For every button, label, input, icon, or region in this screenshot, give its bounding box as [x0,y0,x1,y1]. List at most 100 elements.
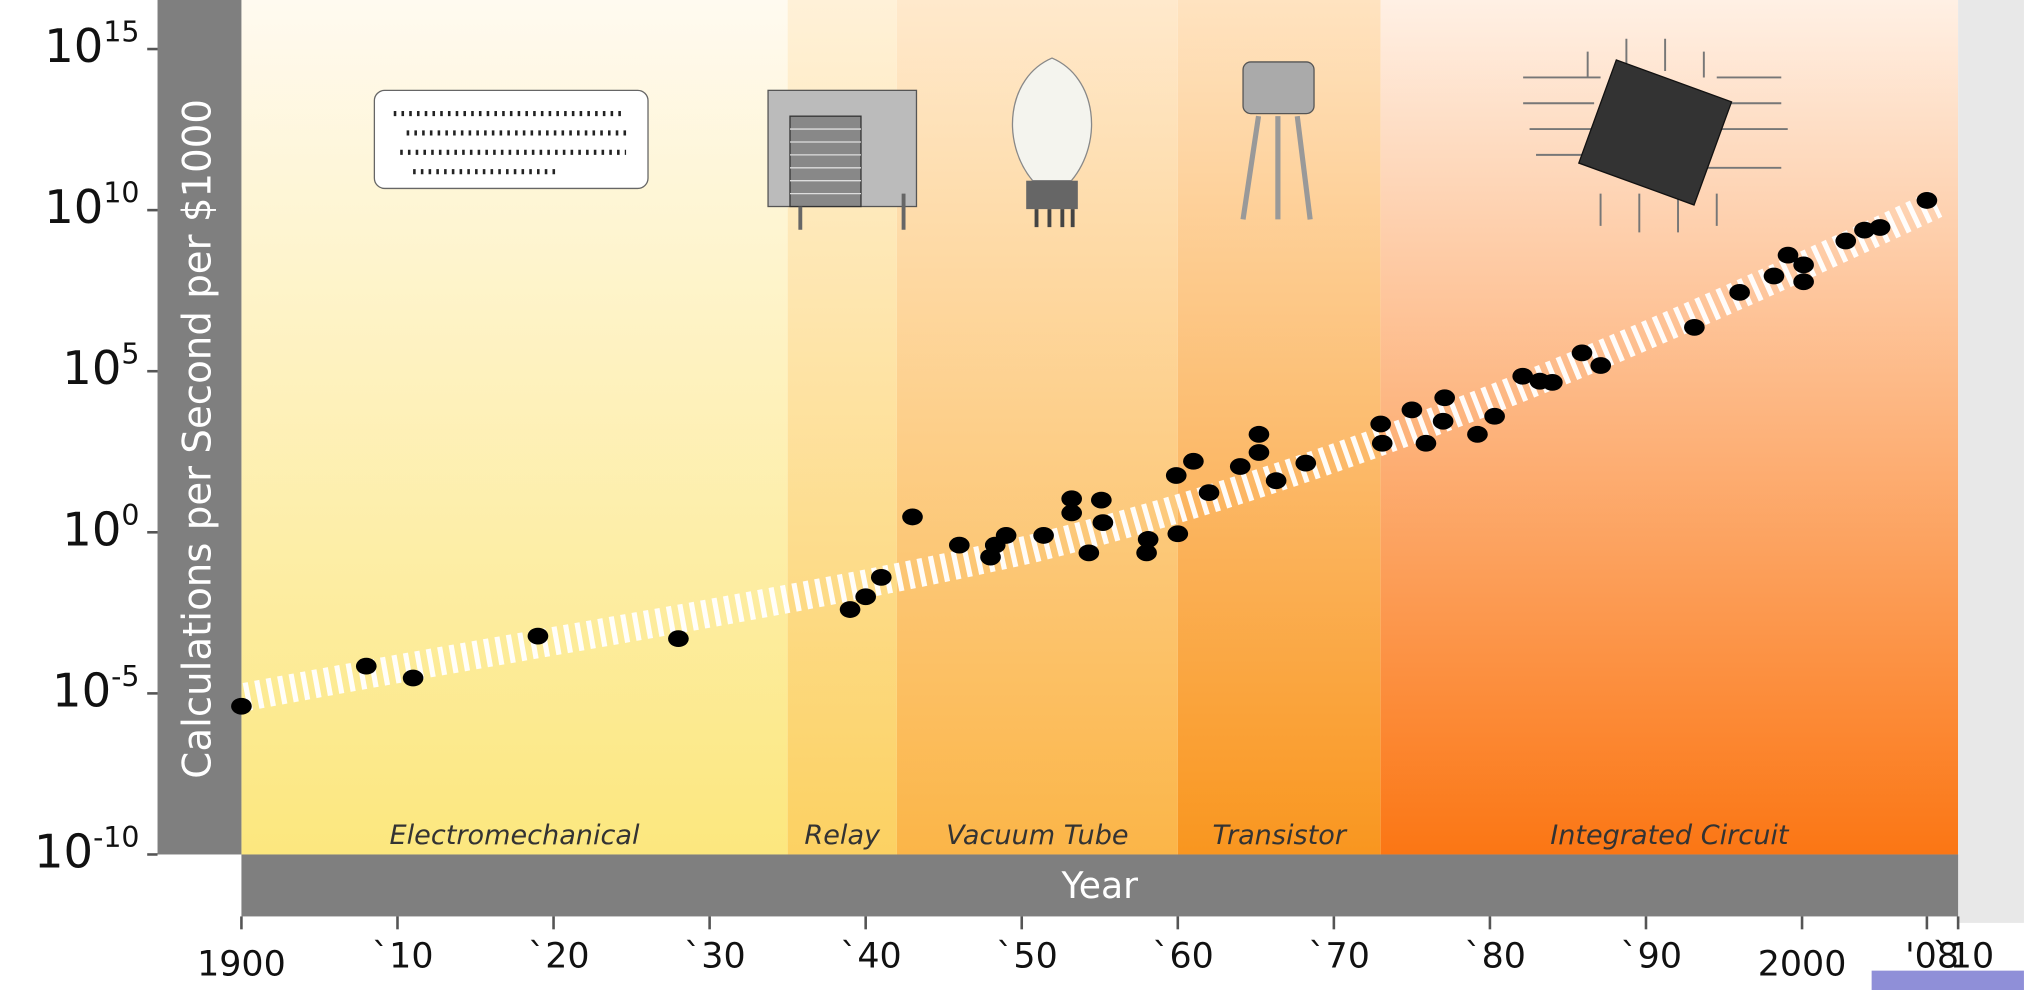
data-point [1248,425,1270,443]
data-point [1512,367,1534,385]
data-point [1854,221,1875,239]
data-point [1684,318,1705,336]
data-point [1061,490,1083,508]
y-tick-base: 10 [62,341,121,395]
data-point [1092,514,1114,531]
punch-card-icon [373,89,649,190]
x-axis-band [241,854,1959,917]
x-tick-label: 2000 [1758,944,1847,984]
y-tick-label: 10-10 [34,821,139,878]
y-tick-exponent: -10 [93,821,139,854]
y-tick-base: 10 [62,502,121,556]
data-point [1183,452,1204,470]
y-tick-exponent: 0 [121,499,139,532]
y-tick-exponent: 10 [103,177,139,210]
data-point [1434,389,1455,407]
data-point [1248,444,1270,461]
era-label: Integrated Circuit [1550,820,1790,851]
era-label: Transistor [1213,820,1348,851]
x-tick-label: `30 [684,937,746,977]
data-point [1484,407,1505,425]
x-tick-label: `10 [1932,937,1994,977]
data-point [1432,412,1454,430]
data-point [1167,525,1189,543]
data-point [1295,454,1317,472]
data-point [1590,357,1612,374]
data-point [1371,434,1393,452]
data-point [1229,458,1251,475]
y-tick-exponent: 15 [103,16,139,49]
data-point [1571,344,1593,362]
data-point [1137,531,1159,548]
y-tick-base: 10 [44,180,103,234]
data-point [1198,484,1220,502]
data-point [1869,219,1891,236]
y-tick-label: 1015 [44,16,139,73]
data-point [1165,467,1187,484]
relay-icon [767,89,918,230]
data-point [1401,401,1423,419]
y-tick-label: 10-5 [52,660,139,717]
data-point [1370,415,1392,433]
data-point [1835,232,1857,250]
data-point [1061,504,1083,522]
x-tick-label: `40 [840,937,902,977]
y-tick-label: 105 [62,338,139,395]
y-tick-base: 10 [52,663,111,717]
data-point [1033,527,1054,544]
x-tick-label: '08 [1905,937,1959,977]
data-point [355,657,377,675]
data-point [902,508,923,526]
x-tick-label: `80 [1464,937,1526,977]
data-point [1916,192,1938,209]
x-axis-label: Year [1061,864,1139,907]
data-point [1415,434,1437,452]
data-point [1467,425,1488,443]
era-label: Relay [804,820,881,851]
data-point [855,588,877,606]
x-tick-label: `60 [1152,937,1214,977]
data-point [668,630,689,648]
y-tick-base: 10 [34,824,93,878]
x-tick-label: `70 [1308,937,1370,977]
data-point [1091,491,1112,509]
x-tick-label: `10 [372,937,434,977]
era-label: Electromechanical [390,820,640,851]
data-point [995,527,1017,544]
data-point [1793,273,1814,291]
data-point [870,568,892,586]
data-point [402,669,424,687]
x-tick-label: `20 [528,937,590,977]
y-axis-band [157,0,242,855]
data-point [1729,283,1750,301]
y-axis-label: Calculations per Second per $1000 [176,99,221,779]
y-tick-exponent: 5 [121,338,139,371]
data-point [527,627,549,645]
era-label: Vacuum Tube [946,820,1129,851]
vacuum-tube-icon [1011,57,1093,228]
transistor-icon [1240,61,1315,220]
y-tick-base: 10 [44,19,103,73]
corner-bar [1871,970,2024,990]
chip-icon [1523,38,1788,233]
x-tick-label: `90 [1620,937,1682,977]
data-point [1542,374,1563,391]
data-point [1136,544,1157,562]
data-point [231,697,252,715]
data-point [948,536,970,554]
data-point [1763,267,1785,285]
x-tick-label: 1900 [197,944,286,984]
data-point [1265,472,1287,490]
data-point [1078,544,1100,562]
y-tick-label: 1010 [44,177,139,234]
data-point [1777,246,1799,264]
y-tick-label: 100 [62,499,139,556]
data-point [839,601,861,618]
x-tick-label: `50 [996,937,1058,977]
data-point [1793,256,1814,274]
right-border [1958,0,2024,923]
trend-band [242,191,1943,711]
